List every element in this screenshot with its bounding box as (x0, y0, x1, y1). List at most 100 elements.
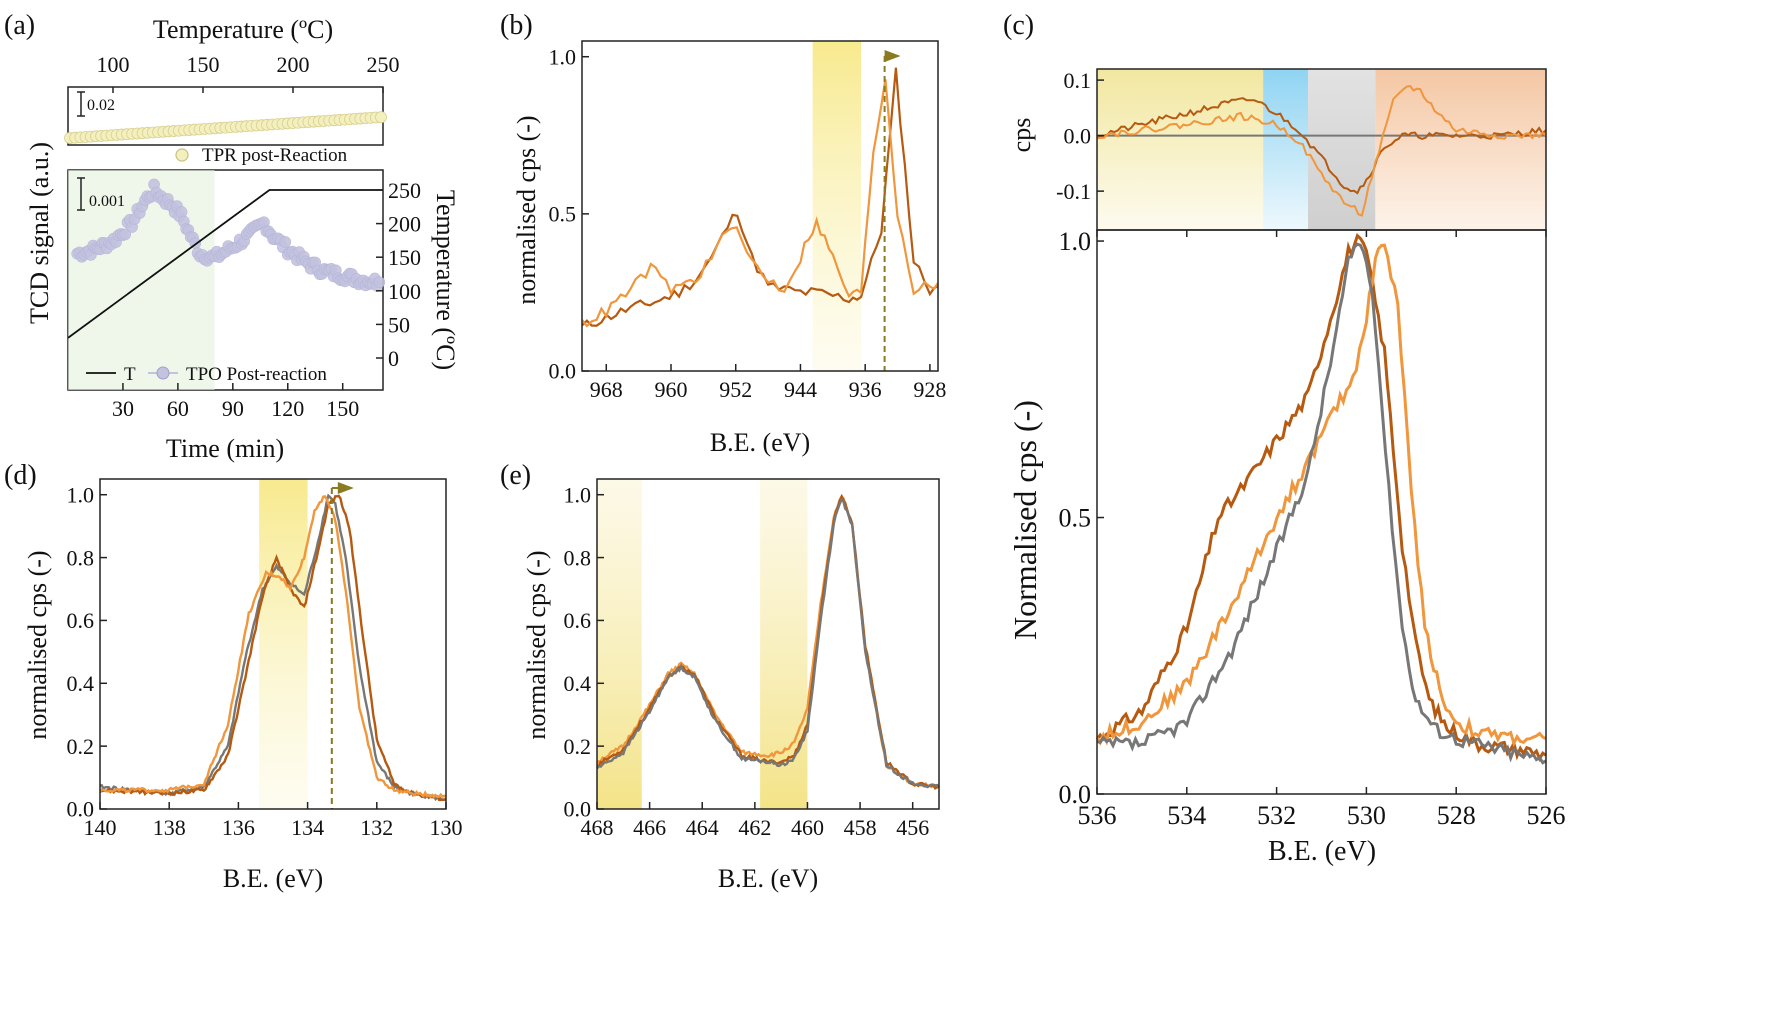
spectra (1095, 232, 1547, 765)
x-tick-label: 138 (153, 815, 186, 840)
x-tick-label: 466 (633, 815, 666, 840)
y-axis-title: TCD signal (a.u.) (25, 142, 54, 324)
x-tick-label: 968 (590, 377, 623, 402)
y-tick-label: 0.2 (67, 734, 95, 759)
x-tick-label: 134 (291, 815, 324, 840)
x-tick-label: 944 (784, 377, 817, 402)
top-tick-label: 250 (367, 52, 400, 77)
y-tick-label: 0.5 (549, 202, 577, 227)
shift-arrow (337, 482, 354, 494)
spectra (99, 493, 447, 802)
spectrum-line (99, 495, 447, 799)
x-tick-label: 462 (738, 815, 771, 840)
y-tick-label: 0.0 (1064, 123, 1092, 148)
x-axis-title: B.E. (eV) (223, 864, 323, 893)
right-tick-label: 0 (388, 346, 399, 371)
x-tick-label: 530 (1347, 801, 1386, 830)
top-y-axis-title: cps (1007, 118, 1036, 153)
top-tick-label: 150 (187, 52, 220, 77)
x-tick-label: 90 (222, 396, 244, 421)
y-axis-title: normalised cps (-) (512, 115, 541, 304)
tpo-legend: T TPO Post-reaction (86, 364, 327, 385)
x-tick-label: 458 (844, 815, 877, 840)
y-tick-label: 0.0 (549, 359, 577, 384)
x-axis-tick-labels: 30 60 90 120 150 (112, 383, 359, 421)
x-axis-title: B.E. (eV) (1268, 836, 1376, 867)
y-axis-ticks: 0.0 0.2 0.4 0.6 0.8 1.0 (67, 482, 107, 822)
scale-bar-0-02: 0.02 (77, 91, 115, 117)
panel-e: (e) 468 466 464 462 460 458 456 0.00.20.40.60.… (500, 460, 940, 893)
x-tick-label: 456 (896, 815, 929, 840)
x-tick-label: 120 (271, 396, 304, 421)
x-axis-title: B.E. (eV) (718, 864, 818, 893)
scale-bar-label: 0.02 (87, 97, 115, 114)
x-tick-label: 30 (112, 396, 134, 421)
right-tick-label: 100 (388, 279, 421, 304)
y-tick-label: 1.0 (67, 482, 95, 507)
x-tick-label: 140 (84, 815, 117, 840)
y-axis-ticks: 0.0 0.2 0.4 0.6 0.8 1.0 (564, 482, 604, 822)
y-tick-label: 0.0 (67, 797, 95, 822)
right-tick-label: 200 (388, 212, 421, 237)
tpr-legend-label: TPR post-Reaction (202, 145, 348, 166)
y-axis-ticks: 0.0 0.5 1.0 (1059, 227, 1104, 809)
panel-label-b: (b) (500, 10, 533, 41)
top-axis-title: Temperature (ºC) (153, 15, 333, 44)
tpo-legend-label: TPO Post-reaction (186, 364, 327, 385)
top-y-axis-ticks: 0.1 0.0 -0.1 (1056, 68, 1104, 204)
x-tick-label: 150 (326, 396, 359, 421)
y-tick-label: 0.1 (1064, 68, 1092, 93)
tpo-point (279, 236, 292, 248)
spectrum-line (1095, 232, 1547, 763)
y-tick-label: 0.6 (564, 608, 592, 633)
tpr-legend-marker (175, 148, 189, 162)
x-tick-label: 928 (913, 377, 946, 402)
plot-frame (581, 40, 939, 372)
spectrum-line (596, 497, 940, 789)
panel-c: (c) 0.1 0.0 -0.1 cps 536 534 532 530 528 526 0.… (1003, 10, 1566, 867)
panel-label-c: (c) (1003, 10, 1034, 41)
tpo-point (373, 276, 386, 289)
highlight-band (259, 479, 308, 809)
panel-d: (d) 140 138 136 134 132 130 0.0 0.2 0.4 0.6 0.8 1.… (4, 460, 463, 893)
x-axis-ticks: 968 960 952 944 936 928 (590, 55, 946, 402)
plot-frame (1096, 229, 1547, 795)
x-tick-label: 528 (1437, 801, 1476, 830)
scale-bar-0-001: 0.001 (77, 177, 125, 211)
y-tick-label: 1.0 (549, 44, 577, 69)
panel-a: (a) Temperature (ºC) 100 150 200 250 TPR po… (4, 10, 460, 463)
x-tick-label: 464 (686, 815, 719, 840)
y-tick-label: 1.0 (564, 482, 592, 507)
region-bands (1097, 69, 1546, 230)
spectrum-line (1096, 242, 1547, 765)
x-tick-label: 936 (849, 377, 882, 402)
panel-b: (b) 968 960 952 944 936 928 0.0 0.5 1.0 B.E. (e… (500, 10, 946, 457)
panel-label-d: (d) (4, 460, 37, 491)
tpo-legend-marker (156, 366, 170, 380)
right-axis-tick-labels: 0 50 100 150 200 250 (376, 178, 421, 371)
highlight-bands (597, 479, 808, 809)
x-tick-label: 136 (222, 815, 255, 840)
y-tick-label: 0.6 (67, 608, 95, 633)
x-axis-ticks: 140 138 136 134 132 130 (84, 487, 463, 840)
y-axis-title: normalised cps (-) (23, 550, 52, 739)
x-tick-label: 460 (791, 815, 824, 840)
x-axis-ticks: 536 534 532 530 528 526 (1078, 230, 1566, 830)
y-axis-title: Normalised cps (-) (1007, 400, 1043, 640)
panel-label-a: (a) (4, 10, 35, 41)
y-tick-label: 1.0 (1059, 227, 1092, 256)
region-band-peach (1375, 69, 1546, 230)
x-tick-label: 960 (655, 377, 688, 402)
spectra (581, 67, 939, 328)
top-tick-label: 200 (277, 52, 310, 77)
y-tick-label: 0.8 (564, 545, 592, 570)
y-tick-label: 0.4 (564, 671, 592, 696)
y-tick-label: 0.5 (1059, 504, 1092, 533)
region-band-yellow (1097, 69, 1264, 230)
x-axis-title: B.E. (eV) (710, 428, 810, 457)
x-tick-label: 536 (1078, 801, 1117, 830)
y-tick-label: 0.2 (564, 734, 592, 759)
y-tick-label: 0.8 (67, 545, 95, 570)
tpr-point (375, 111, 387, 124)
